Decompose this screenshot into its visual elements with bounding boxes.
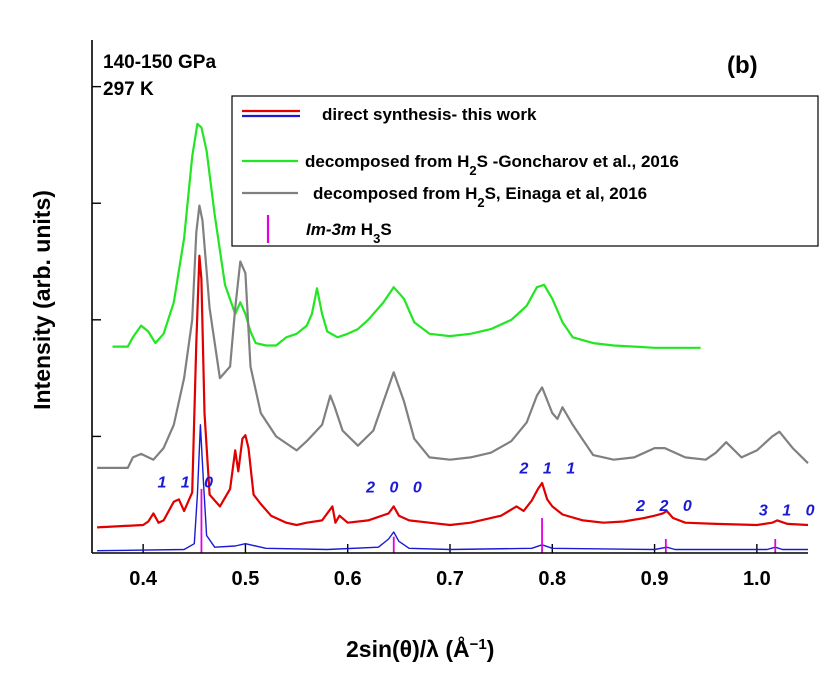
x-tick-label: 0.6 bbox=[334, 568, 362, 590]
panel-label: (b) bbox=[727, 52, 758, 79]
hkl-label-3: 2 2 0 bbox=[635, 498, 697, 515]
legend-text-3: Im-3m H3S bbox=[306, 220, 392, 246]
hkl-label-2: 2 1 1 bbox=[519, 461, 581, 478]
im3m-marker-layer bbox=[200, 488, 777, 553]
x-axis-title-exponent: −1 bbox=[470, 636, 487, 653]
x-tick-label: 1.0 bbox=[743, 568, 771, 590]
hkl-label-0: 1 1 0 bbox=[157, 475, 218, 492]
hkl-label-1: 2 0 0 bbox=[365, 479, 427, 496]
series-line-0 bbox=[112, 122, 701, 349]
series-layer bbox=[97, 122, 809, 552]
legend: direct synthesis- this work decomposed fr… bbox=[231, 95, 819, 247]
x-axis-title-close: ) bbox=[487, 636, 495, 662]
x-tick-label: 0.8 bbox=[538, 568, 566, 590]
x-tick-label: 0.5 bbox=[232, 568, 260, 590]
legend-text-2: decomposed from H2S, Einaga et al, 2016 bbox=[313, 184, 647, 210]
series-line-3 bbox=[97, 424, 808, 552]
y-axis-ticks bbox=[92, 85, 101, 438]
series-line-1 bbox=[97, 204, 809, 469]
hkl-label-layer: 1 1 0 2 0 0 2 1 1 2 2 0 3 1 0 bbox=[157, 461, 820, 520]
legend-text-0: direct synthesis- this work bbox=[322, 105, 537, 124]
svg-text:2sin(θ)/λ (Å−1): 2sin(θ)/λ (Å−1) bbox=[346, 635, 494, 662]
legend-items: direct synthesis- this work decomposed fr… bbox=[242, 105, 679, 246]
condition-temperature: 297 K bbox=[103, 79, 154, 100]
y-axis-title: Intensity (arb. units) bbox=[29, 190, 55, 410]
x-tick-labels: 0.4 0.5 0.6 0.7 0.8 0.9 1.0 bbox=[129, 568, 771, 590]
condition-pressure: 140-150 GPa bbox=[103, 52, 216, 73]
x-axis-ticks bbox=[142, 544, 758, 553]
hkl-label-4: 3 1 0 bbox=[759, 503, 820, 520]
x-tick-label: 0.9 bbox=[641, 568, 669, 590]
x-tick-label: 0.7 bbox=[436, 568, 464, 590]
legend-box bbox=[231, 95, 819, 247]
x-axis-title: 2sin(θ)/λ (Å−1) bbox=[346, 635, 494, 662]
x-axis-title-main: 2sin(θ)/λ (Å bbox=[346, 635, 470, 662]
legend-text-1: decomposed from H2S -Goncharov et al., 2… bbox=[305, 152, 679, 178]
x-tick-label: 0.4 bbox=[129, 568, 158, 590]
series-line-2 bbox=[97, 254, 809, 529]
